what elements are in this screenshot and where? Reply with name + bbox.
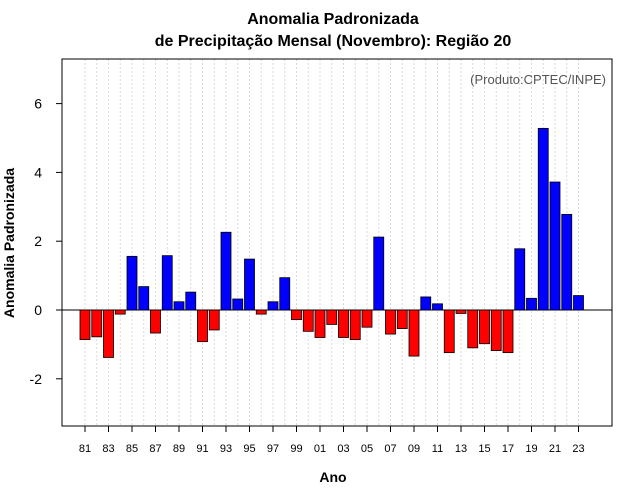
bar-90 — [185, 291, 197, 311]
bar-89 — [173, 301, 185, 311]
bar-08 — [396, 309, 408, 329]
bar-02 — [326, 309, 338, 325]
x-tick-label: 91 — [196, 443, 208, 455]
plot-frame — [61, 58, 613, 427]
bars — [79, 127, 584, 358]
y-tick-label: -2 — [30, 371, 43, 387]
bar-12 — [443, 309, 455, 354]
bar-15 — [479, 309, 490, 345]
y-tick-label: 2 — [34, 233, 42, 249]
bar-10 — [420, 296, 432, 311]
y-tick-label: 6 — [34, 96, 42, 112]
credit-text: (Produto:CPTEC/INPE) — [470, 72, 606, 87]
bar-82 — [91, 309, 103, 338]
bar-09 — [408, 309, 420, 357]
x-axis-title: Ano — [319, 469, 346, 485]
x-tick-label: 93 — [220, 443, 232, 455]
chart-title-line2: de Precipitação Mensal (Novembro): Regiã… — [155, 33, 512, 50]
x-tick-label: 97 — [267, 443, 279, 455]
x-tick-label: 13 — [455, 443, 467, 455]
x-tick-label: 23 — [572, 443, 584, 455]
bar-23 — [573, 295, 584, 311]
bar-01 — [314, 309, 326, 338]
bar-96 — [255, 309, 267, 315]
y-tick-label: 4 — [34, 164, 42, 180]
y-axis-title: Anomalia Padronizada — [1, 168, 17, 318]
bar-22 — [561, 213, 573, 311]
bar-87 — [150, 309, 161, 334]
x-tick-label: 05 — [361, 443, 373, 455]
x-tick-label: 07 — [384, 443, 396, 455]
bar-93 — [220, 231, 232, 311]
bar-92 — [208, 309, 220, 331]
bar-85 — [126, 255, 138, 311]
bar-00 — [302, 309, 314, 332]
x-tick-label: 03 — [337, 443, 349, 455]
bar-94 — [232, 298, 244, 311]
x-tick-label: 19 — [525, 443, 537, 455]
bar-83 — [103, 309, 114, 358]
x-tick-label: 81 — [79, 443, 91, 455]
bar-13 — [455, 309, 467, 314]
bar-03 — [338, 309, 349, 338]
x-tick-label: 89 — [173, 443, 185, 455]
x-axis: 81 83 85 87 89 91 93 95 97 99 01 03 05 07 09 11 13 15 17 19… — [79, 426, 585, 455]
x-tick-label: 09 — [408, 443, 420, 455]
bar-16 — [490, 309, 502, 351]
bar-06 — [373, 236, 385, 311]
bar-19 — [526, 297, 537, 311]
x-tick-label: 21 — [549, 443, 561, 455]
grid-lines — [84, 59, 579, 426]
x-tick-label: 01 — [314, 443, 326, 455]
bar-20 — [537, 127, 549, 311]
y-axis: -2 0 2 4 6 — [30, 96, 62, 387]
bar-95 — [244, 258, 255, 311]
bar-14 — [467, 309, 479, 349]
y-tick-label: 0 — [34, 302, 42, 318]
x-tick-label: 87 — [149, 443, 161, 455]
x-tick-label: 11 — [432, 443, 443, 455]
bar-86 — [138, 286, 150, 311]
bar-07 — [385, 309, 396, 335]
bar-81 — [79, 309, 91, 340]
bar-18 — [514, 248, 526, 311]
bar-04 — [349, 309, 361, 340]
bar-11 — [432, 303, 443, 311]
chart-title-line1: Anomalia Padronizada — [247, 11, 419, 28]
bar-98 — [279, 277, 291, 311]
x-tick-label: 99 — [290, 443, 302, 455]
bar-91 — [197, 309, 208, 343]
bar-84 — [114, 309, 126, 315]
bar-21 — [549, 181, 561, 311]
x-tick-label: 95 — [243, 443, 255, 455]
bar-99 — [291, 309, 302, 321]
x-tick-label: 17 — [502, 443, 514, 455]
bar-05 — [361, 309, 373, 328]
x-tick-label: 85 — [126, 443, 138, 455]
bar-17 — [502, 309, 514, 354]
x-tick-label: 15 — [478, 443, 490, 455]
bar-88 — [161, 255, 173, 311]
bar-97 — [267, 301, 279, 311]
x-tick-label: 83 — [102, 443, 114, 455]
